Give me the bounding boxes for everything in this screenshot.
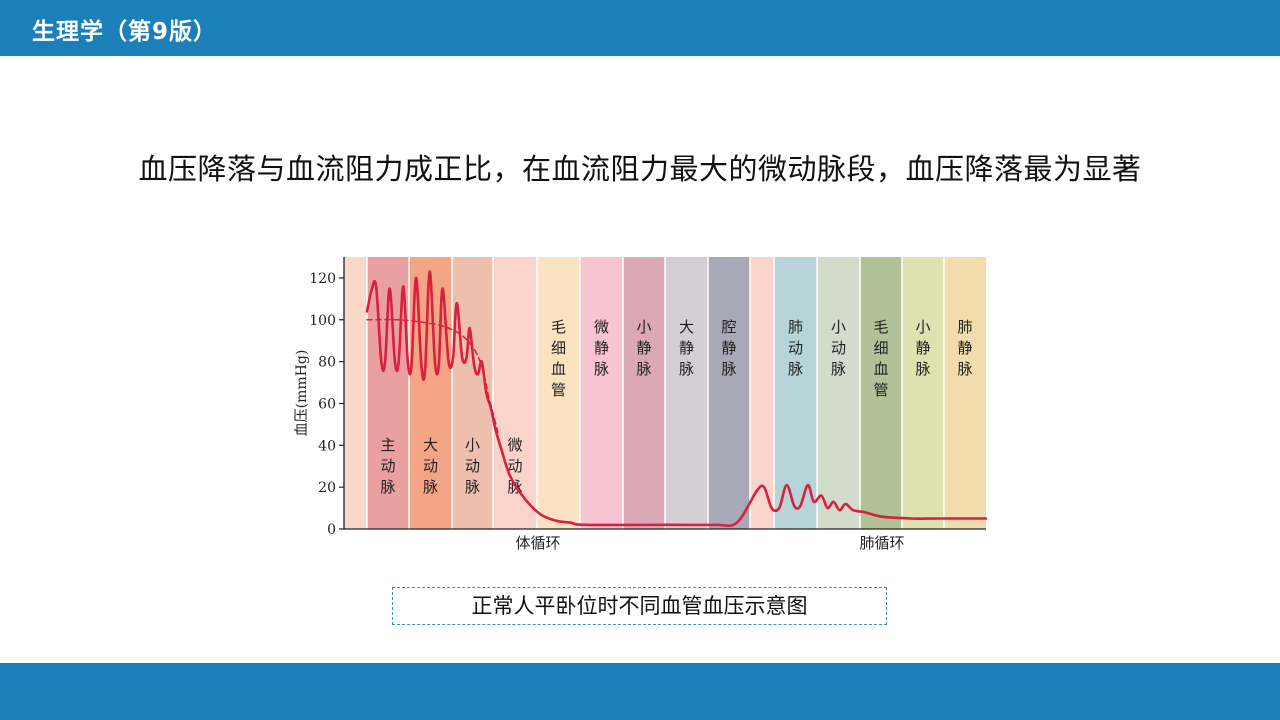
segment-band bbox=[580, 257, 623, 529]
header-bar: 生理学（第9版） bbox=[0, 0, 1280, 56]
y-tick-label: 20 bbox=[318, 480, 336, 496]
y-tick-label: 40 bbox=[318, 438, 336, 454]
y-tick-label: 80 bbox=[318, 355, 336, 371]
segment-label: 大静脉 bbox=[679, 318, 694, 378]
blood-pressure-curve bbox=[365, 270, 988, 528]
segment-label: 腔静脉 bbox=[721, 318, 736, 378]
y-tick-label: 0 bbox=[327, 522, 336, 538]
segment-label: 小动脉 bbox=[465, 436, 480, 496]
segment-label: 毛细血管 bbox=[873, 318, 888, 399]
y-tick-label: 100 bbox=[309, 313, 336, 329]
segment-label: 毛细血管 bbox=[551, 318, 566, 399]
segment-label: 肺静脉 bbox=[957, 318, 972, 378]
figure-caption-text: 正常人平卧位时不同血管血压示意图 bbox=[471, 594, 808, 618]
y-axis-label: 血压(mmHg) bbox=[294, 350, 310, 437]
slide-headline: 血压降落与血流阻力成正比，在血流阻力最大的微动脉段，血压降落最为显著 bbox=[138, 152, 1142, 186]
segment-label: 大动脉 bbox=[423, 436, 438, 496]
segment-label: 小静脉 bbox=[636, 318, 651, 378]
segment-band bbox=[902, 257, 944, 529]
y-tick-label: 120 bbox=[309, 271, 336, 287]
segment-label: 主动脉 bbox=[380, 436, 395, 496]
segment-band bbox=[623, 257, 665, 529]
segment-band bbox=[708, 257, 750, 529]
segment-band bbox=[774, 257, 817, 529]
x-group-label: 肺循环 bbox=[859, 534, 904, 552]
segment-band bbox=[537, 257, 580, 529]
segment-label: 小静脉 bbox=[915, 318, 930, 378]
segment-label: 微静脉 bbox=[594, 318, 609, 378]
segment-band bbox=[665, 257, 708, 529]
segment-band bbox=[944, 257, 986, 529]
footer-bar bbox=[0, 663, 1280, 720]
x-group-label: 体循环 bbox=[515, 534, 560, 552]
y-tick-label: 60 bbox=[318, 396, 336, 412]
segment-band bbox=[750, 257, 774, 529]
segment-band bbox=[817, 257, 860, 529]
segment-label: 肺动脉 bbox=[788, 318, 803, 378]
figure-caption: 正常人平卧位时不同血管血压示意图 bbox=[392, 587, 887, 625]
mean-pressure-curve bbox=[366, 318, 500, 436]
segment-band bbox=[344, 257, 367, 529]
blood-pressure-chart: 主动脉大动脉小动脉微动脉毛细血管微静脉小静脉大静脉腔静脉肺动脉小动脉毛细血管小静… bbox=[294, 257, 988, 552]
segment-label: 小动脉 bbox=[831, 318, 846, 378]
segment-band bbox=[860, 257, 902, 529]
course-title: 生理学（第9版） bbox=[32, 19, 218, 45]
